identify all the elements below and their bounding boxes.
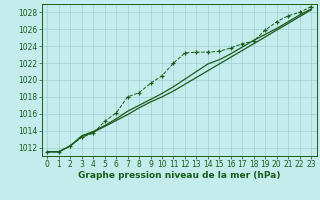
X-axis label: Graphe pression niveau de la mer (hPa): Graphe pression niveau de la mer (hPa) [78,171,280,180]
